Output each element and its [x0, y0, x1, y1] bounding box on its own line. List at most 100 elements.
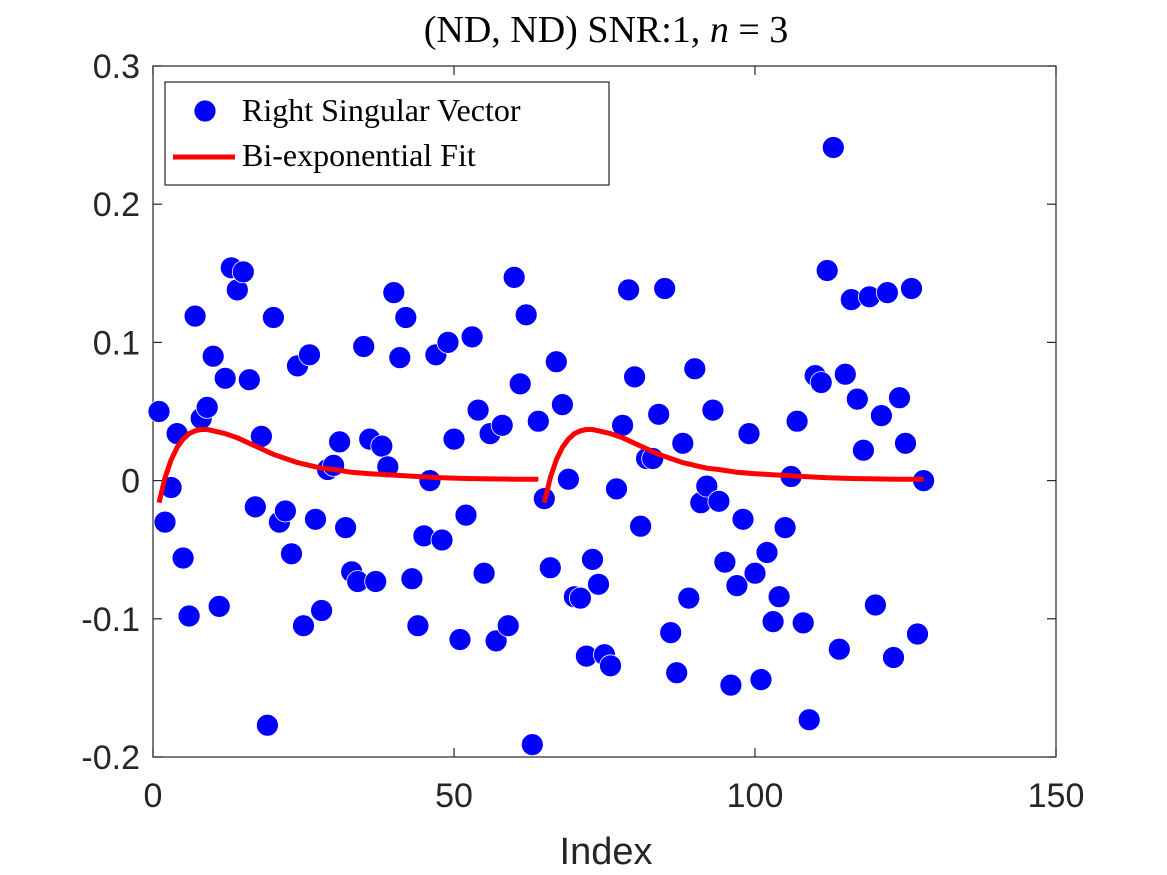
- data-point: [292, 614, 315, 638]
- data-point: [261, 306, 285, 329]
- data-point: [665, 661, 689, 685]
- data-point: [183, 304, 207, 328]
- y-tick-label: -0.2: [81, 739, 140, 777]
- data-point: [448, 628, 472, 651]
- data-point: [725, 574, 749, 597]
- data-point: [809, 371, 833, 394]
- data-point: [153, 510, 177, 534]
- data-point: [731, 507, 755, 531]
- data-point: [436, 330, 460, 354]
- data-point: [791, 611, 815, 635]
- y-tick-label: 0.1: [93, 324, 140, 362]
- data-point: [400, 567, 424, 591]
- data-point: [514, 303, 538, 327]
- data-point: [201, 344, 225, 368]
- data-point: [502, 265, 526, 289]
- data-point: [888, 386, 911, 410]
- data-point: [785, 409, 809, 433]
- data-point: [671, 431, 695, 455]
- y-tick-label: 0.2: [93, 186, 140, 224]
- data-point: [273, 499, 297, 523]
- data-point: [364, 570, 388, 593]
- data-point: [490, 413, 514, 437]
- data-point: [821, 136, 845, 159]
- data-point: [737, 422, 761, 446]
- data-point: [701, 398, 725, 422]
- y-tick-label: -0.1: [81, 601, 140, 639]
- data-point: [743, 561, 767, 585]
- data-point: [647, 402, 671, 426]
- data-point: [797, 708, 821, 732]
- x-tick-label: 150: [1028, 777, 1085, 815]
- data-point: [171, 546, 195, 570]
- data-point: [827, 637, 851, 661]
- data-point: [442, 427, 466, 451]
- data-point: [900, 277, 923, 300]
- chart-title: (ND, ND) SNR:1, n = 3: [424, 9, 789, 51]
- data-point: [508, 372, 532, 396]
- data-point: [538, 556, 562, 580]
- data-point: [237, 368, 261, 392]
- data-point: [177, 604, 201, 628]
- data-point: [454, 503, 478, 527]
- data-point: [382, 281, 406, 305]
- data-point: [213, 366, 237, 390]
- data-point: [767, 585, 791, 609]
- data-point: [484, 629, 508, 653]
- legend-marker-dot: [193, 99, 217, 123]
- data-point: [707, 489, 731, 513]
- legend: Right Singular Vector Bi-exponential Fit: [164, 81, 610, 186]
- fit-line-segment: [541, 427, 924, 504]
- data-point: [195, 395, 219, 419]
- data-point: [864, 593, 887, 617]
- data-point: [695, 474, 719, 498]
- data-point: [653, 277, 677, 300]
- data-point: [906, 622, 929, 646]
- data-point: [599, 654, 622, 678]
- data-point: [719, 673, 743, 697]
- x-axis-title: Index: [560, 831, 653, 873]
- data-point: [773, 516, 797, 539]
- data-point: [472, 561, 496, 585]
- data-point: [605, 477, 628, 501]
- data-point: [255, 713, 279, 737]
- data-point: [520, 733, 544, 756]
- data-point: [418, 469, 442, 493]
- data-point: [557, 467, 580, 491]
- fit-line-series: [156, 427, 924, 504]
- data-point: [581, 548, 604, 571]
- data-point: [852, 438, 875, 462]
- data-point: [231, 260, 255, 284]
- data-point: [394, 306, 418, 329]
- data-point: [623, 365, 646, 389]
- data-point: [370, 434, 394, 458]
- data-point: [243, 495, 267, 519]
- scatter-series: [147, 136, 935, 756]
- data-point: [298, 343, 321, 367]
- data-point: [761, 610, 785, 633]
- data-point: [870, 404, 893, 428]
- y-tick-label: 0: [121, 463, 140, 501]
- series-layer: [147, 136, 935, 756]
- data-point: [815, 259, 839, 282]
- data-point: [280, 542, 303, 566]
- y-tick-label: 0.3: [93, 48, 140, 86]
- data-point: [460, 325, 484, 349]
- data-point: [659, 621, 683, 644]
- legend-box: [164, 81, 610, 186]
- x-tick-label: 100: [727, 777, 784, 815]
- fit-line-segment: [156, 427, 539, 504]
- x-tick-label: 0: [144, 777, 163, 815]
- data-point: [833, 362, 857, 386]
- axis-ticks: 0 50 100 150 -0.2 -0.1 0 0.1 0.2 0.3: [81, 48, 1084, 815]
- data-point: [683, 357, 707, 381]
- data-point: [310, 599, 334, 622]
- data-point: [430, 528, 454, 552]
- data-point: [147, 400, 171, 423]
- data-point: [466, 398, 490, 422]
- x-tick-label: 50: [435, 777, 473, 815]
- data-point: [551, 393, 574, 417]
- data-point: [617, 278, 640, 302]
- data-point: [713, 550, 737, 574]
